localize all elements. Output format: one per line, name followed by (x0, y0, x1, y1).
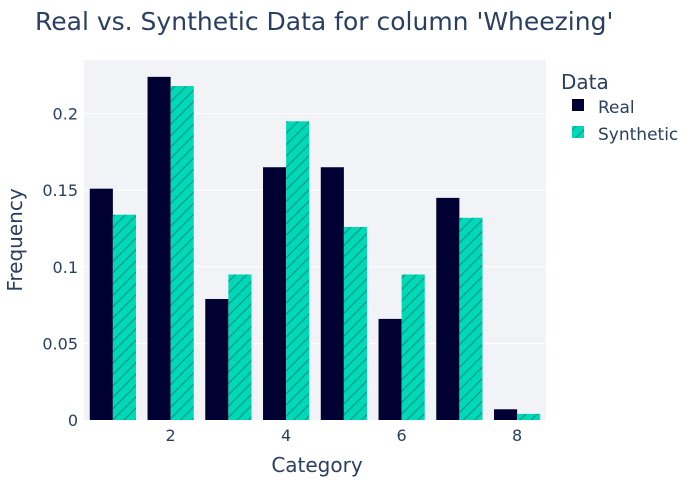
bar-real-4[interactable] (263, 167, 287, 420)
x-axis-title: Category (271, 453, 363, 477)
y-tick-label: 0 (68, 411, 78, 430)
y-tick-label: 0.1 (53, 258, 78, 277)
x-tick-labels: 2 4 6 8 (166, 426, 523, 445)
legend-label-synthetic[interactable]: Synthetic (598, 125, 678, 145)
y-tick-label: 0.15 (42, 181, 78, 200)
bar-synthetic-3[interactable] (228, 274, 252, 420)
y-tick-label: 0.2 (53, 105, 78, 124)
bar-synthetic-1[interactable] (112, 214, 136, 420)
x-tick-label: 6 (397, 426, 407, 445)
y-tick-label: 0.05 (42, 334, 78, 353)
x-tick-label: 8 (512, 426, 522, 445)
x-tick-label: 2 (166, 426, 176, 445)
bar-synthetic-6[interactable] (401, 274, 425, 420)
legend-swatch-real (572, 99, 584, 111)
bar-real-3[interactable] (205, 298, 229, 420)
bar-real-5[interactable] (320, 167, 344, 420)
bar-synthetic-5[interactable] (343, 226, 367, 420)
bar-synthetic-8[interactable] (517, 413, 541, 420)
chart-title: Real vs. Synthetic Data for column 'Whee… (35, 7, 613, 36)
bar-synthetic-2[interactable] (170, 86, 194, 421)
bar-real-6[interactable] (378, 318, 402, 420)
bars (89, 76, 541, 421)
bar-real-2[interactable] (147, 76, 171, 420)
legend-label-real[interactable]: Real (598, 98, 635, 118)
legend[interactable]: Data Real Synthetic (561, 70, 678, 145)
bar-real-7[interactable] (436, 197, 460, 420)
legend-swatch-synthetic (572, 126, 584, 138)
y-tick-labels: 0 0.05 0.1 0.15 0.2 (42, 105, 78, 430)
legend-title: Data (561, 70, 609, 94)
bar-synthetic-4[interactable] (286, 121, 310, 420)
y-axis-title: Frequency (3, 188, 27, 291)
x-tick-label: 4 (281, 426, 291, 445)
bar-synthetic-7[interactable] (459, 217, 483, 420)
bar-real-8[interactable] (494, 409, 518, 420)
bar-real-1[interactable] (89, 188, 113, 420)
